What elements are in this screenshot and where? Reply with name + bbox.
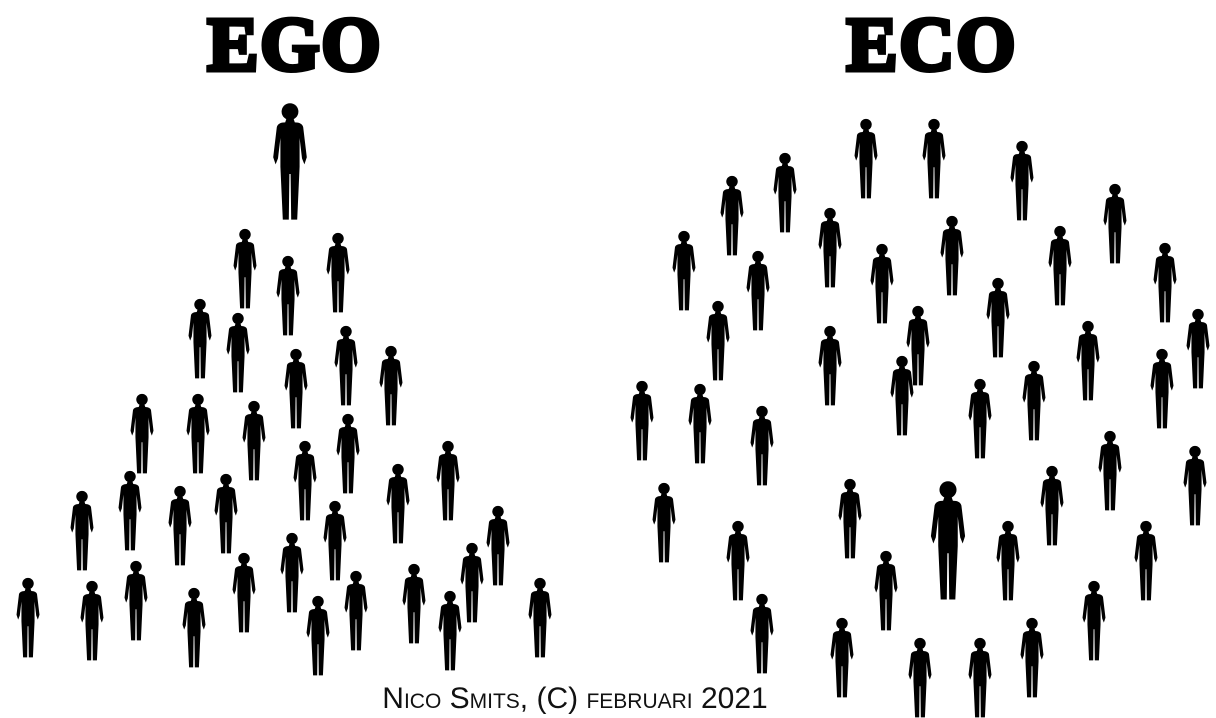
silhouette — [387, 464, 410, 544]
silhouette — [294, 441, 317, 521]
silhouette — [234, 229, 257, 309]
silhouette — [273, 103, 307, 219]
silhouette — [727, 521, 750, 601]
silhouette — [871, 244, 894, 324]
silhouette — [689, 384, 712, 464]
silhouette — [653, 483, 676, 563]
silhouette — [1077, 321, 1100, 401]
silhouette — [125, 561, 148, 641]
silhouette — [281, 533, 304, 613]
silhouette — [187, 394, 210, 474]
silhouette — [169, 486, 192, 566]
silhouette — [345, 571, 368, 651]
silhouette — [839, 479, 862, 559]
silhouette — [81, 581, 104, 661]
silhouette — [277, 256, 300, 336]
silhouette — [855, 119, 878, 199]
silhouette — [707, 301, 730, 381]
silhouette — [673, 231, 696, 311]
silhouette — [1151, 349, 1174, 429]
silhouette — [931, 481, 965, 599]
silhouette — [439, 591, 462, 671]
page: EGO ECO Nico Smits, (C) februari 2021 ((… — [0, 0, 1216, 718]
silhouette — [1083, 581, 1106, 661]
silhouette — [1184, 446, 1207, 526]
silhouette — [1023, 361, 1046, 441]
silhouette — [189, 299, 212, 379]
silhouette — [831, 618, 854, 698]
silhouette — [997, 521, 1020, 601]
silhouette — [1154, 243, 1177, 323]
silhouette — [747, 251, 770, 331]
silhouette — [819, 326, 842, 406]
silhouette — [1099, 431, 1122, 511]
silhouette — [183, 588, 206, 668]
silhouette — [380, 346, 403, 426]
silhouette — [875, 551, 898, 631]
silhouette — [337, 414, 360, 494]
silhouette — [243, 401, 266, 481]
silhouette — [1104, 184, 1127, 264]
silhouette — [751, 406, 774, 486]
silhouette — [461, 543, 484, 623]
silhouette — [1187, 309, 1210, 389]
silhouette — [1021, 618, 1044, 698]
silhouette — [403, 564, 426, 644]
ego-figures — [17, 103, 552, 675]
silhouette — [1135, 521, 1158, 601]
silhouette — [487, 506, 510, 586]
silhouette — [17, 578, 40, 658]
silhouette — [215, 474, 238, 554]
illustration: EGO ECO Nico Smits, (C) februari 2021 — [0, 0, 1216, 718]
silhouette — [909, 638, 932, 718]
silhouette — [819, 208, 842, 288]
silhouette — [327, 233, 350, 313]
silhouette — [1041, 466, 1064, 546]
silhouette — [335, 326, 358, 406]
silhouette — [987, 278, 1010, 358]
silhouette — [233, 553, 256, 633]
silhouette — [119, 471, 142, 551]
eco-figures — [631, 119, 1210, 718]
silhouette — [969, 379, 992, 459]
silhouette — [307, 596, 330, 676]
silhouette — [631, 381, 654, 461]
credit: Nico Smits, (C) februari 2021 — [382, 682, 767, 715]
silhouette — [774, 153, 797, 233]
ego-title: EGO — [208, 3, 383, 87]
silhouette — [969, 638, 992, 718]
silhouette — [71, 491, 94, 571]
silhouette — [941, 216, 964, 296]
silhouette — [923, 119, 946, 199]
silhouette — [437, 441, 460, 521]
silhouette — [324, 501, 347, 581]
silhouette — [227, 313, 250, 393]
silhouette — [285, 349, 308, 429]
silhouette — [1011, 141, 1034, 221]
eco-title: ECO — [847, 3, 1018, 87]
silhouette — [891, 356, 914, 436]
silhouette — [131, 394, 154, 474]
silhouette — [721, 176, 744, 256]
silhouette — [1049, 226, 1072, 306]
silhouette — [529, 578, 552, 658]
silhouette — [751, 594, 774, 674]
